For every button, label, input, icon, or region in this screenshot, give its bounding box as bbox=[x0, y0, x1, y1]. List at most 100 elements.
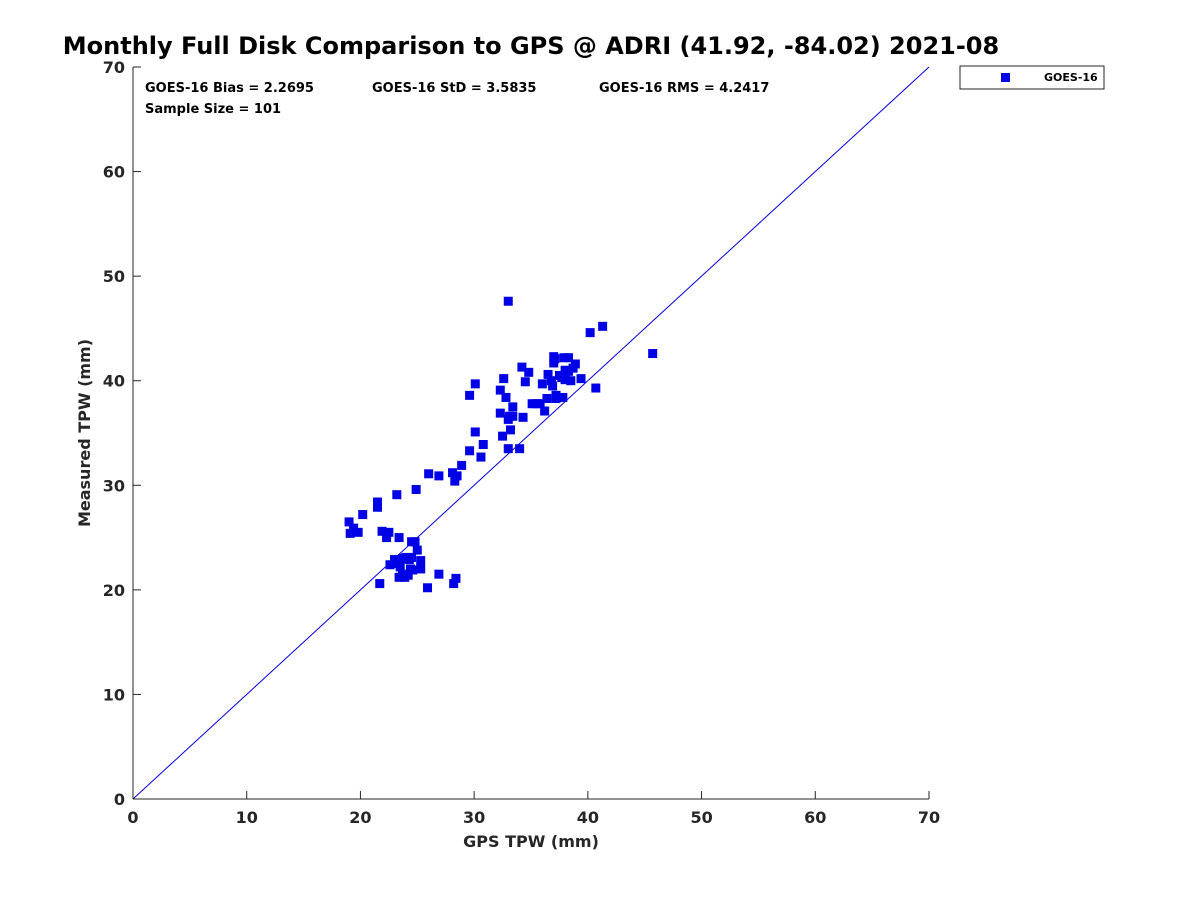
x-tick-label: 50 bbox=[690, 808, 712, 827]
data-point bbox=[403, 570, 413, 580]
data-point bbox=[570, 359, 580, 369]
data-point bbox=[648, 349, 658, 359]
data-point bbox=[566, 376, 576, 386]
data-point bbox=[423, 583, 433, 593]
data-point bbox=[470, 427, 480, 437]
data-point bbox=[411, 484, 421, 494]
annotation-std: GOES-16 StD = 3.5835 bbox=[372, 81, 536, 96]
y-tick-label: 60 bbox=[103, 163, 125, 182]
data-point bbox=[358, 510, 368, 520]
legend-entry-label: GOES-16 bbox=[1044, 71, 1098, 84]
annotation-sample-size: Sample Size = 101 bbox=[145, 102, 281, 117]
data-point bbox=[495, 408, 505, 418]
data-point bbox=[508, 411, 518, 421]
data-point bbox=[470, 379, 480, 389]
x-tick-label: 10 bbox=[236, 808, 258, 827]
data-point bbox=[434, 471, 444, 481]
data-point bbox=[520, 377, 530, 387]
data-point bbox=[448, 468, 458, 478]
reference-line-layer bbox=[132, 66, 930, 800]
data-point bbox=[527, 399, 537, 409]
data-point bbox=[558, 392, 568, 402]
axes-frame bbox=[132, 67, 929, 800]
data-point bbox=[537, 379, 547, 389]
data-point bbox=[543, 369, 553, 379]
data-point bbox=[515, 444, 525, 454]
data-point bbox=[518, 412, 528, 422]
data-point bbox=[353, 527, 363, 537]
data-point bbox=[465, 446, 475, 456]
legend-box bbox=[959, 65, 1105, 90]
x-tick-label: 0 bbox=[127, 808, 138, 827]
data-point bbox=[407, 552, 417, 562]
data-point bbox=[564, 353, 574, 363]
data-point bbox=[550, 354, 560, 364]
x-tick-label: 40 bbox=[577, 808, 599, 827]
y-axis-label: Measured TPW (mm) bbox=[75, 339, 94, 527]
data-point bbox=[560, 375, 570, 385]
y-tick-label: 30 bbox=[103, 476, 125, 495]
data-point bbox=[384, 527, 394, 537]
data-point bbox=[506, 425, 516, 435]
data-point bbox=[375, 579, 385, 589]
data-point bbox=[457, 460, 467, 470]
x-axis-label: GPS TPW (mm) bbox=[463, 832, 599, 851]
one-to-one-reference-line bbox=[132, 66, 930, 800]
data-point bbox=[377, 526, 387, 536]
data-point bbox=[585, 328, 595, 338]
data-point bbox=[382, 533, 392, 543]
data-point bbox=[559, 353, 569, 363]
data-point bbox=[410, 537, 420, 547]
data-point bbox=[349, 523, 359, 533]
data-point bbox=[503, 414, 513, 424]
data-point bbox=[598, 321, 608, 331]
data-point bbox=[395, 562, 405, 572]
data-point bbox=[416, 564, 426, 574]
data-point bbox=[449, 579, 459, 589]
x-tick-label: 60 bbox=[804, 808, 826, 827]
data-point bbox=[416, 556, 426, 566]
data-point bbox=[345, 528, 355, 538]
data-point bbox=[408, 565, 418, 575]
annotation-bias: GOES-16 Bias = 2.2695 bbox=[145, 81, 314, 96]
legend-marker-square bbox=[1001, 73, 1010, 82]
data-point bbox=[551, 393, 561, 403]
y-tick-label: 70 bbox=[103, 58, 125, 77]
data-point bbox=[394, 533, 404, 543]
x-tick-label: 20 bbox=[349, 808, 371, 827]
chart-title: Monthly Full Disk Comparison to GPS @ AD… bbox=[63, 32, 999, 60]
data-point bbox=[372, 497, 382, 507]
data-point bbox=[476, 452, 486, 462]
data-point bbox=[548, 381, 558, 391]
data-point bbox=[517, 362, 527, 372]
x-tick-label: 30 bbox=[463, 808, 485, 827]
y-tick-label: 10 bbox=[103, 685, 125, 704]
data-point bbox=[452, 471, 462, 481]
data-point bbox=[424, 469, 434, 479]
data-point bbox=[450, 476, 460, 486]
data-point bbox=[478, 440, 488, 450]
data-point bbox=[591, 383, 601, 393]
legend: GOES-16 bbox=[959, 65, 1105, 90]
data-point bbox=[508, 402, 518, 412]
data-point bbox=[546, 376, 556, 386]
data-point bbox=[434, 569, 444, 579]
y-tick-label: 20 bbox=[103, 581, 125, 600]
data-point bbox=[564, 366, 574, 376]
data-point bbox=[540, 406, 550, 416]
data-point bbox=[503, 296, 513, 306]
data-point bbox=[451, 573, 461, 583]
data-point bbox=[385, 560, 395, 570]
data-point bbox=[498, 431, 508, 441]
data-point bbox=[576, 374, 586, 384]
ticks-layer: 0 10 20 30 40 50 60 70 0 10 20 30 40 50 60 70 bbox=[103, 58, 940, 827]
annotation-rms: GOES-16 RMS = 4.2417 bbox=[599, 81, 769, 96]
data-point bbox=[465, 390, 475, 400]
data-point bbox=[535, 399, 545, 409]
y-tick-label: 50 bbox=[103, 267, 125, 286]
data-point bbox=[392, 490, 402, 500]
y-tick-label: 40 bbox=[103, 372, 125, 391]
data-points-layer bbox=[344, 296, 658, 593]
